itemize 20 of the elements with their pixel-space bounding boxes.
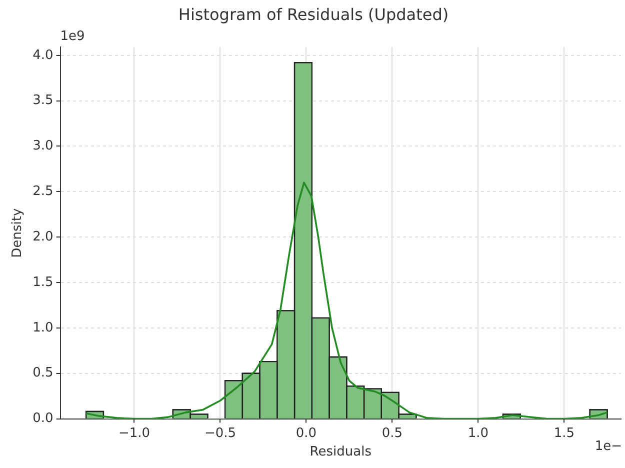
x-tick-label: −1.0	[118, 426, 150, 441]
text: 1e−	[594, 439, 622, 454]
chart-title: Histogram of Residuals (Updated)	[178, 4, 449, 24]
y-tick-label: 2.5	[32, 184, 54, 200]
y-axis-title: Density	[10, 208, 26, 258]
x-tick-label: 0.5	[382, 426, 403, 441]
y-tick-label: 3.5	[32, 93, 54, 108]
x-tick-label: −0.5	[204, 426, 236, 441]
x-tick-label: 1.0	[468, 426, 489, 441]
y-tick-label: 2.0	[32, 229, 54, 244]
y-tick-label: 3.0	[32, 138, 54, 154]
y-tick-label: 1.5	[32, 274, 54, 290]
text: 1e9	[60, 29, 85, 44]
y-tick-label: 0.5	[32, 366, 54, 381]
x-tick-label: 0.0	[296, 426, 317, 441]
y-tick-label: 1.0	[32, 320, 54, 336]
y-tick-label: 0.0	[32, 411, 54, 426]
x-tick-label: 1.5	[554, 426, 575, 441]
x-axis-title: Residuals	[310, 444, 372, 460]
y-tick-label: 4.0	[32, 48, 54, 63]
